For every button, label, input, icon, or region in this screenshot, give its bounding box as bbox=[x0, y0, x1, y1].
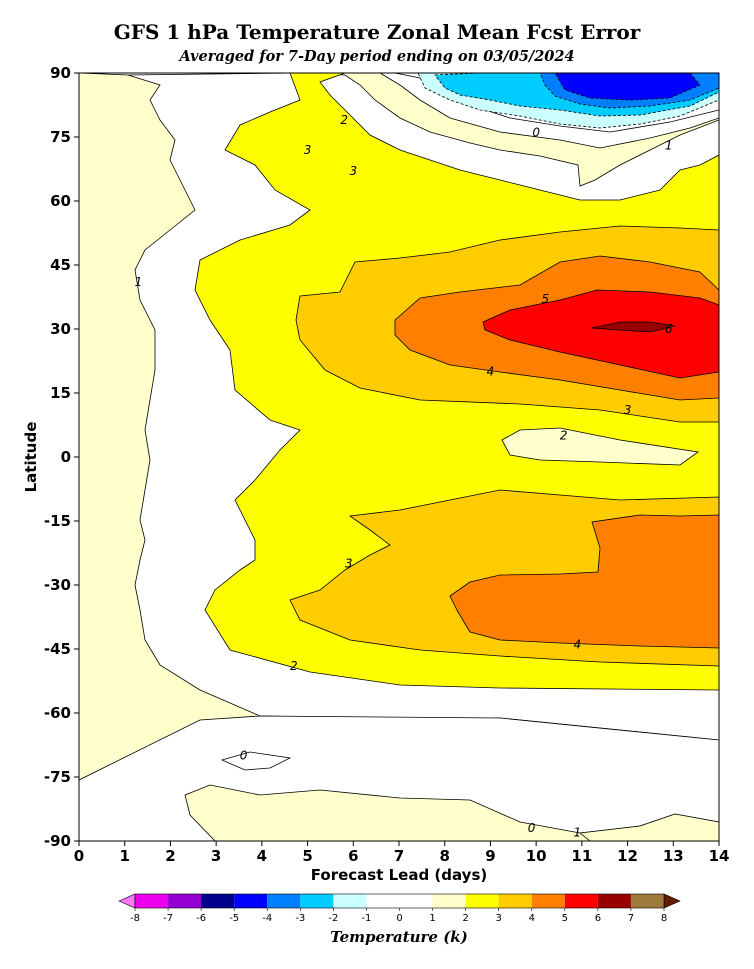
colorbar-swatch bbox=[234, 894, 268, 908]
y-tick-label: 60 bbox=[50, 192, 71, 210]
contour-label: 3 bbox=[349, 164, 357, 178]
y-tick-label: 0 bbox=[61, 448, 71, 466]
colorbar-swatch bbox=[135, 894, 169, 908]
y-tick-label: 45 bbox=[50, 256, 71, 274]
colorbar-tick-label: 0 bbox=[396, 913, 402, 924]
chart-title: GFS 1 hPa Temperature Zonal Mean Fcst Er… bbox=[113, 20, 641, 44]
x-tick-label: 5 bbox=[302, 847, 312, 865]
colorbar-swatch bbox=[267, 894, 301, 908]
y-tick-label: -15 bbox=[44, 512, 71, 530]
x-tick-label: 8 bbox=[439, 847, 449, 865]
colorbar-swatch bbox=[630, 894, 664, 908]
colorbar-extend-max bbox=[663, 893, 681, 909]
colorbar-swatch bbox=[498, 894, 532, 908]
x-tick-label: 2 bbox=[165, 847, 175, 865]
contour-fill-2-island bbox=[501, 427, 700, 466]
colorbar-tick-label: -5 bbox=[229, 913, 239, 924]
colorbar-tick-label: 3 bbox=[496, 913, 502, 924]
x-axis-label: Forecast Lead (days) bbox=[310, 866, 488, 884]
colorbar-tick-label: 5 bbox=[562, 913, 568, 924]
x-tick-label: 11 bbox=[571, 847, 592, 865]
contour-label: 2 bbox=[290, 659, 298, 673]
y-tick-label: -30 bbox=[44, 576, 71, 594]
contour-fill-5 bbox=[482, 289, 719, 379]
x-tick-label: 3 bbox=[211, 847, 221, 865]
colorbar-swatch bbox=[597, 894, 631, 908]
colorbar-tick-label: 1 bbox=[429, 913, 435, 924]
colorbar-swatch bbox=[432, 894, 466, 908]
contour-fill-neg5 bbox=[554, 73, 701, 101]
colorbar-swatch bbox=[366, 894, 400, 908]
contour-label: 0 bbox=[528, 821, 536, 835]
x-tick-label: 6 bbox=[348, 847, 358, 865]
contour-label: 0 bbox=[532, 126, 540, 140]
contour-label: 1 bbox=[573, 825, 581, 839]
colorbar-tick-label: -6 bbox=[196, 913, 206, 924]
contour-label: 2 bbox=[560, 429, 568, 443]
x-tick-label: 1 bbox=[119, 847, 129, 865]
x-tick-label: 7 bbox=[394, 847, 404, 865]
colorbar-tick-label: 8 bbox=[661, 913, 667, 924]
colorbar-tick-label: -3 bbox=[295, 913, 305, 924]
colorbar-label: Temperature (k) bbox=[330, 928, 468, 946]
x-tick-label: 10 bbox=[526, 847, 547, 865]
y-tick-label: 30 bbox=[50, 320, 71, 338]
contour-label: 3 bbox=[304, 143, 312, 157]
y-tick-label: 75 bbox=[50, 128, 71, 146]
y-tick-label: -90 bbox=[44, 832, 71, 850]
contour-fill-1-south-patch bbox=[579, 813, 719, 841]
colorbar-swatch bbox=[201, 894, 235, 908]
colorbar-tick-label: 2 bbox=[462, 913, 468, 924]
colorbar-tick-label: -2 bbox=[328, 913, 338, 924]
contour-label: 0 bbox=[240, 749, 248, 763]
colorbar-swatch bbox=[531, 894, 565, 908]
colorbar-tick-label: 4 bbox=[529, 913, 535, 924]
contour-labels: 0 1 2 3 3 1 5 6 4 3 2 3 4 2 0 0 1 bbox=[135, 113, 673, 840]
colorbar-extend-min bbox=[118, 893, 136, 909]
contour-fill-6 bbox=[591, 321, 676, 333]
colorbar-tick-label: -1 bbox=[361, 913, 371, 924]
contour-label: 4 bbox=[573, 638, 581, 652]
colorbar-tick-label: -4 bbox=[262, 913, 272, 924]
colorbar-swatch bbox=[564, 894, 598, 908]
contour-label: 3 bbox=[345, 557, 353, 571]
contour-fill-0-island bbox=[220, 751, 292, 771]
colorbar-swatch bbox=[333, 894, 367, 908]
plot-area bbox=[79, 73, 719, 841]
contour-label: 6 bbox=[665, 322, 673, 336]
x-tick-label: 4 bbox=[257, 847, 267, 865]
contour-label: 4 bbox=[487, 365, 495, 379]
colorbar-swatch bbox=[399, 894, 433, 908]
contour-label: 2 bbox=[340, 113, 348, 127]
colorbar-swatch bbox=[300, 894, 334, 908]
colorbar: -8 -7 -6 -5 -4 -3 -2 -1 0 1 2 3 4 5 6 7 8 bbox=[118, 893, 681, 924]
x-tick-label: 14 bbox=[709, 847, 730, 865]
chart-subtitle: Averaged for 7-Day period ending on 03/0… bbox=[179, 48, 575, 65]
contour-label: 1 bbox=[665, 139, 673, 153]
y-tick-label: -45 bbox=[44, 640, 71, 658]
colorbar-swatch bbox=[168, 894, 202, 908]
colorbar-tick-label: 6 bbox=[595, 913, 601, 924]
x-tick-label: 13 bbox=[663, 847, 684, 865]
colorbar-tick-label: -8 bbox=[130, 913, 140, 924]
contour-label: 3 bbox=[624, 403, 632, 417]
contour-fill-4-south bbox=[449, 514, 719, 649]
contour-label: 5 bbox=[541, 292, 549, 306]
x-tick-label: 9 bbox=[485, 847, 495, 865]
colorbar-tick-label: 7 bbox=[628, 913, 634, 924]
colorbar-swatch bbox=[465, 894, 499, 908]
y-tick-label: -75 bbox=[44, 768, 71, 786]
contour-label: 1 bbox=[135, 275, 143, 289]
y-tick-label: 90 bbox=[50, 64, 71, 82]
axes: 0 1 2 3 4 5 6 7 8 9 10 11 12 13 149075604530150-15-30-… bbox=[44, 64, 730, 865]
colorbar-tick-label: -7 bbox=[163, 913, 173, 924]
y-tick-label: -60 bbox=[44, 704, 71, 722]
y-tick-label: 15 bbox=[50, 384, 71, 402]
x-tick-label: 12 bbox=[617, 847, 638, 865]
x-tick-label: 0 bbox=[74, 847, 84, 865]
